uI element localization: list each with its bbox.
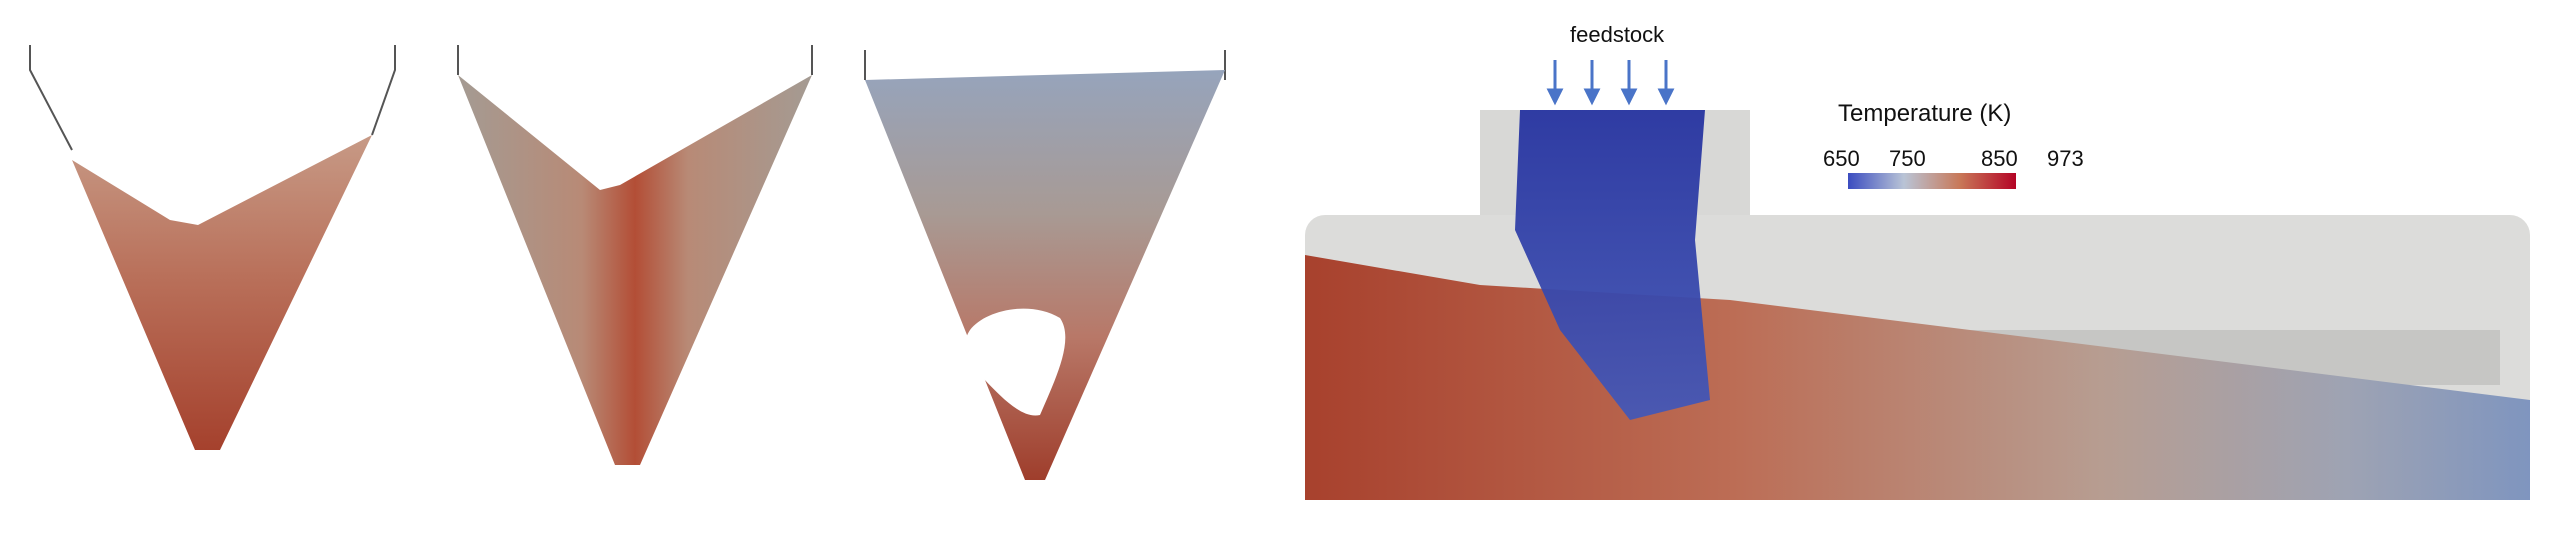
hopper-3-with-void [855,0,1235,500]
colorbar-tick-750: 750 [1889,146,1926,172]
feed-arrows [1549,60,1672,102]
hopper-2-wall [458,45,812,75]
hopper-1-particle-bed [72,135,372,450]
colorbar-tick-973: 973 [2047,146,2084,172]
hopper-2-particle-bed [458,75,812,465]
colorbar-title: Temperature (K) [1838,100,2011,128]
hopper-1-wall [30,45,395,150]
screw-reactor-simulation [1300,0,2540,550]
feedstock-label: feedstock [1570,22,1664,48]
hopper-1-partial-fill [20,0,410,470]
colorbar-tick-850: 850 [1981,146,2018,172]
hopper-3-particle-bed [865,70,1225,480]
temperature-colorbar [1848,173,2016,189]
hopper-2-full-fill [450,0,820,480]
colorbar-tick-650: 650 [1823,146,1860,172]
